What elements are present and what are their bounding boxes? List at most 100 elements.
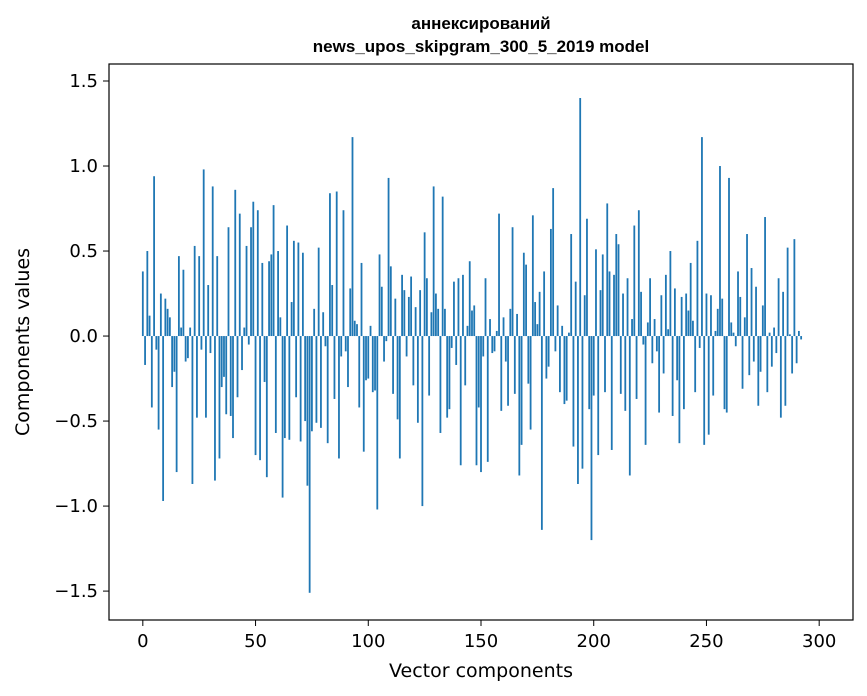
bar <box>791 336 794 374</box>
bar <box>340 336 343 357</box>
bar <box>588 336 591 410</box>
bar <box>155 336 158 350</box>
bar <box>290 302 293 337</box>
bar <box>581 336 584 469</box>
bar <box>719 166 721 337</box>
bar <box>462 274 464 337</box>
bar <box>329 193 331 337</box>
bar <box>642 336 645 345</box>
bar <box>279 317 282 337</box>
bar <box>376 336 379 510</box>
bar <box>439 336 442 433</box>
bar <box>268 261 270 337</box>
x-axis-label: Vector components <box>389 660 573 682</box>
bar <box>299 336 302 442</box>
bar <box>698 336 701 348</box>
y-tick-label: −1.5 <box>54 581 98 602</box>
bar <box>563 336 566 405</box>
bar <box>486 336 489 462</box>
chart-title-line2: news_upos_skipgram_300_5_2019 model <box>313 37 649 56</box>
bar <box>416 336 419 423</box>
bar <box>313 308 316 337</box>
bar <box>545 336 548 379</box>
bar <box>746 234 748 337</box>
bar <box>193 245 196 337</box>
bar <box>495 330 498 337</box>
bar <box>374 336 376 391</box>
bar <box>797 330 800 337</box>
bar <box>466 325 469 337</box>
bar <box>692 320 694 337</box>
bar <box>398 336 401 459</box>
bar <box>572 336 575 447</box>
bar <box>554 336 557 352</box>
bar <box>701 137 703 337</box>
bar <box>685 293 688 337</box>
x-ticks-group: 0 50 100 150 200 250 300 <box>137 620 836 652</box>
bar <box>380 286 383 337</box>
bar <box>800 336 803 340</box>
bar <box>247 336 250 345</box>
bar <box>209 336 212 354</box>
bar <box>250 227 252 337</box>
bar <box>728 177 730 337</box>
x-tick-label: 150 <box>464 631 498 652</box>
bar <box>270 254 273 337</box>
bar <box>480 336 482 473</box>
bar <box>338 336 340 459</box>
bar <box>238 213 241 337</box>
bar <box>750 268 753 337</box>
bar <box>410 276 413 337</box>
bar <box>236 336 239 398</box>
bar <box>211 186 214 337</box>
bar <box>414 307 417 337</box>
bar <box>184 336 187 362</box>
bar <box>705 293 708 337</box>
bar <box>773 327 775 337</box>
bar <box>543 271 546 337</box>
bar <box>529 336 532 430</box>
bar <box>653 319 656 337</box>
bar <box>586 218 588 337</box>
bar <box>351 137 354 337</box>
bar <box>635 336 638 399</box>
bar <box>579 98 582 337</box>
bar <box>610 336 613 450</box>
bar <box>646 322 649 337</box>
bar <box>500 336 503 411</box>
bar <box>552 188 555 337</box>
bar <box>547 336 550 367</box>
bar <box>261 262 264 337</box>
bar <box>583 295 586 337</box>
bar <box>223 336 225 377</box>
bar <box>153 176 155 337</box>
bar <box>450 336 453 348</box>
bar <box>263 336 266 382</box>
bar <box>150 336 153 408</box>
bars-group <box>141 98 803 593</box>
bar <box>365 336 367 381</box>
bar <box>358 336 361 408</box>
bar <box>146 251 149 337</box>
bar <box>252 201 255 337</box>
bar <box>518 336 521 476</box>
bar <box>619 336 622 394</box>
bar <box>432 186 435 337</box>
bar <box>617 244 620 337</box>
bar <box>570 234 573 337</box>
bar <box>784 336 787 406</box>
bar <box>464 336 467 386</box>
bar <box>493 336 496 352</box>
bar <box>177 256 180 337</box>
bar <box>716 308 719 337</box>
bar <box>394 298 397 337</box>
bar <box>703 336 706 445</box>
bar <box>540 336 543 530</box>
bar <box>525 264 527 337</box>
bar <box>288 336 291 440</box>
bar <box>218 336 221 459</box>
bar <box>322 312 325 337</box>
bar <box>455 336 458 365</box>
bar <box>676 336 679 381</box>
